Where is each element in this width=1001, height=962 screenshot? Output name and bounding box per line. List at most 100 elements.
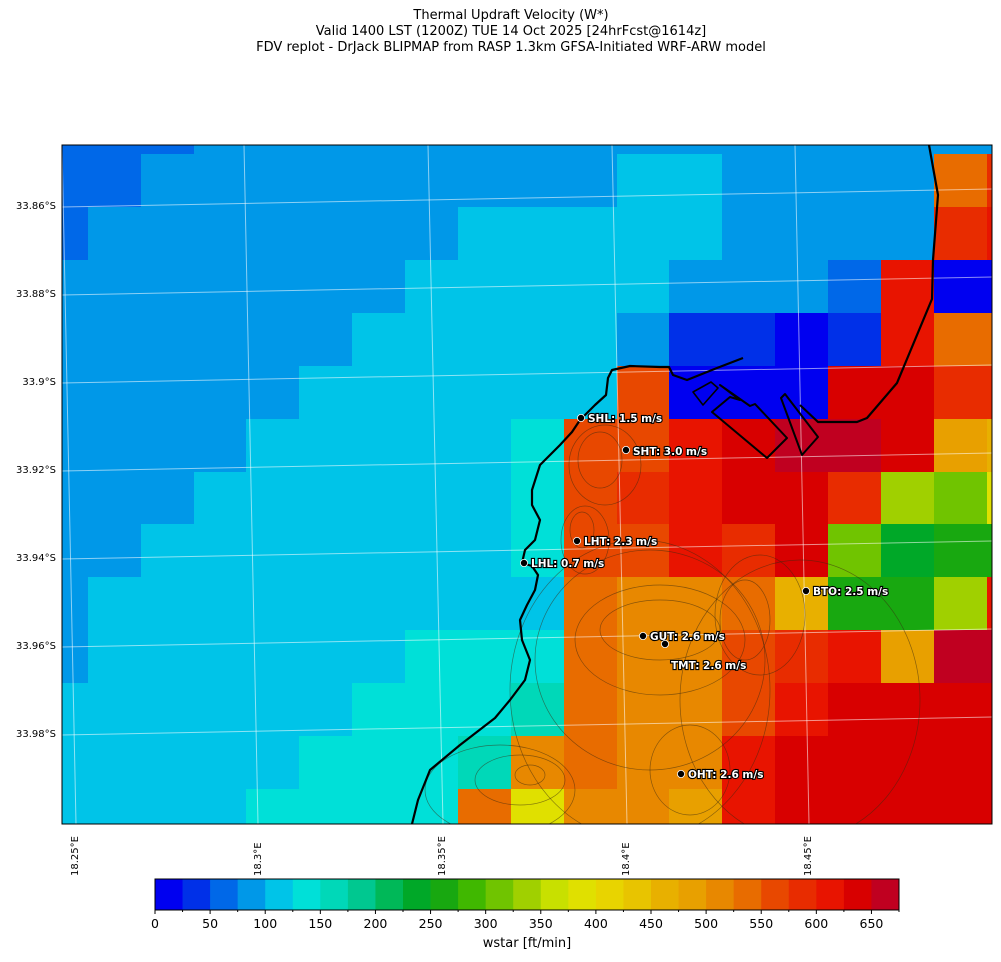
heatmap-cell [881,683,935,737]
heatmap-cell [141,207,195,261]
heatmap-cell [669,419,723,473]
station-marker [622,445,631,454]
station-marker [677,770,686,779]
graticule [62,145,992,824]
coastline-east [799,145,940,424]
heatmap-cell [828,313,882,367]
heatmap-cell [141,630,195,684]
contour-line [649,724,731,816]
heatmap-cell [669,207,723,261]
heatmap-cell [246,683,300,737]
heatmap-cell [617,472,670,525]
heatmap-cell [194,154,247,208]
heatmap-cell [299,366,353,420]
heatmap-cell [458,472,512,525]
heatmap-cell [88,472,142,525]
heatmap-cell [775,524,829,578]
heatmap-cell [458,577,512,631]
colorbar-segment [485,879,514,910]
colorbar-segment [403,879,431,910]
heatmap-cell [458,313,512,367]
contour-line [514,764,546,786]
heatmap-cell [88,683,142,737]
heatmap-cell [62,630,89,684]
heatmap-cell [934,472,988,525]
heatmap-cell [617,313,670,367]
heatmap-cell [246,154,300,208]
colorbar-segment [761,879,790,910]
colorbar-segment [871,879,900,910]
station-marker [661,640,670,649]
heatmap-cell [88,154,142,208]
heatmap-cell [775,145,829,155]
colorbar-segment [210,879,239,910]
colorbar-segment [568,879,597,910]
heatmap-cell [617,207,670,261]
contour-line [577,431,623,489]
heatmap-cell [828,630,882,684]
contour-line [568,424,642,506]
heatmap-cell [987,260,992,314]
colorbar-frame [154,878,900,911]
heatmap-cell [405,145,459,155]
map-frame [61,144,993,825]
station-label: LHL: 0.7 m/s [531,558,604,570]
heatmap-cell [722,524,776,578]
heatmap-cell [458,145,512,155]
heatmap-cell [511,366,565,420]
heatmap-cell [141,366,195,420]
heatmap-cell [194,419,247,473]
colorbar-tick-label: 500 [694,916,719,931]
heatmap-cell [246,472,300,525]
colorbar-segment [843,879,872,910]
heatmap-cell [141,154,195,208]
heatmap-cell [246,366,300,420]
heatmap-cell [775,366,829,420]
heatmap-cell [775,683,829,737]
coastline [410,145,940,824]
colorbar-segment [237,879,266,910]
colorbar-tick-label: 50 [202,916,219,931]
heatmap-cell [987,577,992,631]
heatmap-cell [246,736,300,790]
colorbar-segment [706,879,735,910]
heatmap-cell [405,736,459,790]
heatmap-cell [722,472,776,525]
heatmap-cell [828,207,882,261]
heatmap-cell [775,789,829,824]
heatmap-cell [828,736,882,790]
station-label: OHT: 2.6 m/s [688,769,763,781]
heatmap-cell [775,577,829,631]
heatmap-cell [881,154,935,208]
heatmap-cell [458,789,512,824]
heatmap-cell [511,419,565,473]
heatmap-cell [246,145,300,155]
heatmap-cell [62,472,89,525]
heatmap-cell [352,145,406,155]
heatmap-cell [88,736,142,790]
heatmap-cell [934,260,988,314]
colorbar-tick-label: 550 [749,916,774,931]
coastline-west [410,356,744,824]
heatmap-cell [722,683,776,737]
lat-label: 33.92°S [16,465,56,476]
heatmap-cell [669,260,723,314]
heatmap-cell [881,524,935,578]
contour-line [574,584,746,696]
heatmap-cell [934,207,988,261]
contour-line [560,505,610,575]
lat-label: 33.86°S [16,201,56,212]
heatmap-cell [669,524,723,578]
heatmap-cell [934,154,988,208]
heatmap-cell [934,313,988,367]
heatmap-cell [934,683,988,737]
graticule-lat-line [62,452,992,472]
heatmap-cell [194,524,247,578]
heatmap-cell [352,419,406,473]
colorbar [154,878,900,914]
heatmap-cell [669,154,723,208]
station-marker [639,632,648,641]
heatmap-cell [617,419,670,473]
heatmap-cell [141,789,195,824]
heatmap-cell [987,789,992,824]
